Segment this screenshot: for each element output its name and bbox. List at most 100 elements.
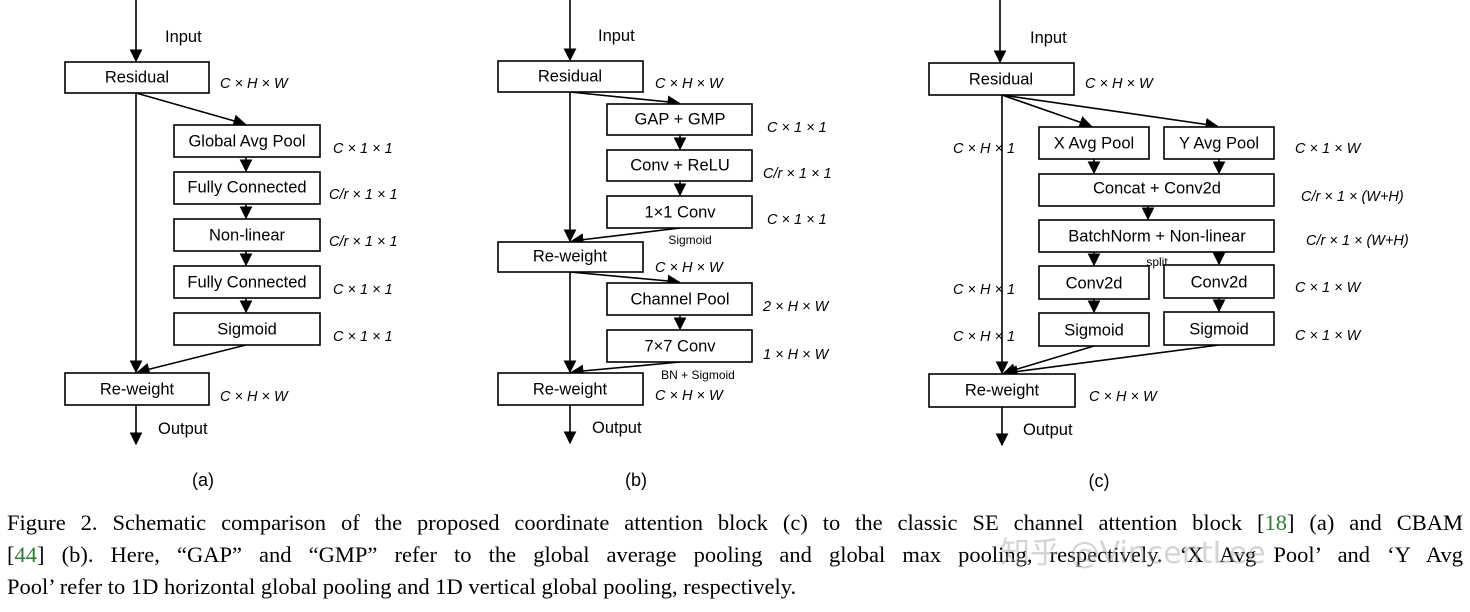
watermark: 知乎 @VincentLee xyxy=(1000,536,1266,571)
reweight-box xyxy=(497,241,644,273)
dim-label: C × H × W xyxy=(220,389,289,405)
output-label: Output xyxy=(592,419,642,437)
global-avg-pool-box xyxy=(173,124,321,158)
dim-label: C × H × W xyxy=(655,260,724,276)
conv2d-box xyxy=(1038,265,1150,300)
box-label: Non-linear xyxy=(209,226,286,244)
box-label: 1×1 Conv xyxy=(644,203,716,221)
box-label: Re-weight xyxy=(533,247,608,265)
box-label: Re-weight xyxy=(965,381,1040,399)
dim-label: C × 1 × 1 xyxy=(333,282,393,298)
panel-label: (a) xyxy=(192,470,214,490)
dim-label: 2 × H × W xyxy=(762,299,830,315)
input-label: Input xyxy=(165,28,202,46)
residual-label: Residual xyxy=(105,68,169,86)
reweight-box xyxy=(497,372,644,406)
branch-arrow xyxy=(135,92,247,128)
caption-line-2: [44] (b). Here, “GAP” and “GMP” refer to… xyxy=(7,539,1463,570)
box-label: X Avg Pool xyxy=(1054,134,1134,152)
caption-text: ] (b). Here, “GAP” and “GMP” refer to th… xyxy=(37,542,1463,567)
dim-label: C × 1 × 1 xyxy=(767,120,827,136)
split-label: split xyxy=(1146,255,1168,269)
branch-arrow xyxy=(1001,94,1093,129)
box-label: BatchNorm + Non-linear xyxy=(1068,227,1246,245)
citation-link[interactable]: 44 xyxy=(14,542,38,567)
concat-conv2d-box xyxy=(1038,173,1275,207)
dim-label: C × 1 × 1 xyxy=(767,212,827,228)
residual-box xyxy=(64,61,210,94)
output-label: Output xyxy=(158,420,208,438)
merge-arrow xyxy=(136,344,247,376)
dim-label: C × H × W xyxy=(655,76,724,92)
box-label: Global Avg Pool xyxy=(188,132,305,150)
dim-label: C × 1 × 1 xyxy=(333,141,393,157)
note-label: Sigmoid xyxy=(668,233,711,247)
box-label: Sigmoid xyxy=(1189,320,1249,338)
branch-arrow xyxy=(569,271,681,288)
dim-label: C × H × W xyxy=(1089,389,1158,405)
box-label: Conv2d xyxy=(1066,274,1123,292)
box-label: Y Avg Pool xyxy=(1179,134,1259,152)
box-label: Fully Connected xyxy=(187,273,306,291)
output-label: Output xyxy=(1023,421,1073,439)
input-label: Input xyxy=(1030,29,1067,47)
residual-box xyxy=(497,60,644,93)
dim-label: C × 1 × W xyxy=(1295,328,1362,344)
panel-c: Input Residual X Avg Pool Y Avg Pool Con… xyxy=(928,0,1409,491)
box-label: Residual xyxy=(969,70,1033,88)
caption-text: [ xyxy=(7,542,15,567)
merge-arrow xyxy=(570,227,681,246)
non-linear-box xyxy=(173,218,321,252)
reweight-box xyxy=(64,372,210,406)
caption-text: Figure 2. Schematic comparison of the pr… xyxy=(7,510,1265,535)
fully-connected-box xyxy=(173,171,321,205)
citation-link[interactable]: 18 xyxy=(1264,510,1288,535)
branch-arrow xyxy=(569,91,681,109)
dim-label: C × H × 1 xyxy=(953,282,1015,298)
y-avg-pool-box xyxy=(1163,126,1275,160)
box-label: GAP + GMP xyxy=(635,110,726,128)
panel-b: Input Residual GAP + GMP Conv + ReLU 1×1… xyxy=(497,0,832,490)
residual-box xyxy=(928,62,1075,96)
fully-connected-box xyxy=(173,265,321,299)
dim-label: C × 1 × 1 xyxy=(333,329,393,345)
conv-relu-box xyxy=(606,149,753,182)
dim-label: C × H × 1 xyxy=(953,141,1015,157)
box-label: Channel Pool xyxy=(630,290,729,308)
box-label: Conv + ReLU xyxy=(630,156,730,174)
dim-label: C × 1 × W xyxy=(1295,141,1362,157)
box-label: 7×7 Conv xyxy=(644,337,716,355)
dim-label: C/r × 1 × 1 xyxy=(329,234,398,250)
merge-arrow xyxy=(570,361,681,378)
caption-line-3: Pool’ refer to 1D horizontal global pool… xyxy=(7,574,797,599)
box-label: Residual xyxy=(538,67,602,85)
dim-label: C × 1 × W xyxy=(1295,280,1362,296)
conv-1x1-box xyxy=(606,195,753,229)
panel-label: (b) xyxy=(625,470,647,490)
dim-label: C × H × W xyxy=(220,76,289,92)
sigmoid-box xyxy=(173,312,321,346)
box-label: Fully Connected xyxy=(187,178,306,196)
merge-arrow xyxy=(1002,345,1095,376)
panel-label: (c) xyxy=(1089,471,1110,491)
dim-label: C/r × 1 × (W+H) xyxy=(1301,189,1404,205)
box-label: Concat + Conv2d xyxy=(1093,179,1221,197)
branch-arrow xyxy=(1001,94,1219,131)
box-label: Conv2d xyxy=(1191,273,1248,291)
reweight-box xyxy=(928,373,1076,408)
dim-label: 1 × H × W xyxy=(763,347,830,363)
sigmoid-box xyxy=(1163,311,1275,346)
conv2d-box xyxy=(1163,264,1275,299)
dim-label: C × H × 1 xyxy=(953,329,1015,345)
dim-label: C × H × W xyxy=(655,388,724,404)
note-label: BN + Sigmoid xyxy=(661,368,735,382)
box-label: Sigmoid xyxy=(217,320,277,338)
figure-diagram: Input Residual Global Avg Pool Fully Con… xyxy=(64,0,1409,491)
panel-a: Input Residual Global Avg Pool Fully Con… xyxy=(64,0,398,490)
channel-pool-box xyxy=(606,282,753,316)
input-label: Input xyxy=(598,27,635,45)
box-label: Re-weight xyxy=(100,380,175,398)
merge-arrow xyxy=(1004,344,1220,378)
dim-label: C/r × 1 × (W+H) xyxy=(1306,233,1409,249)
gap-gmp-box xyxy=(606,103,753,136)
